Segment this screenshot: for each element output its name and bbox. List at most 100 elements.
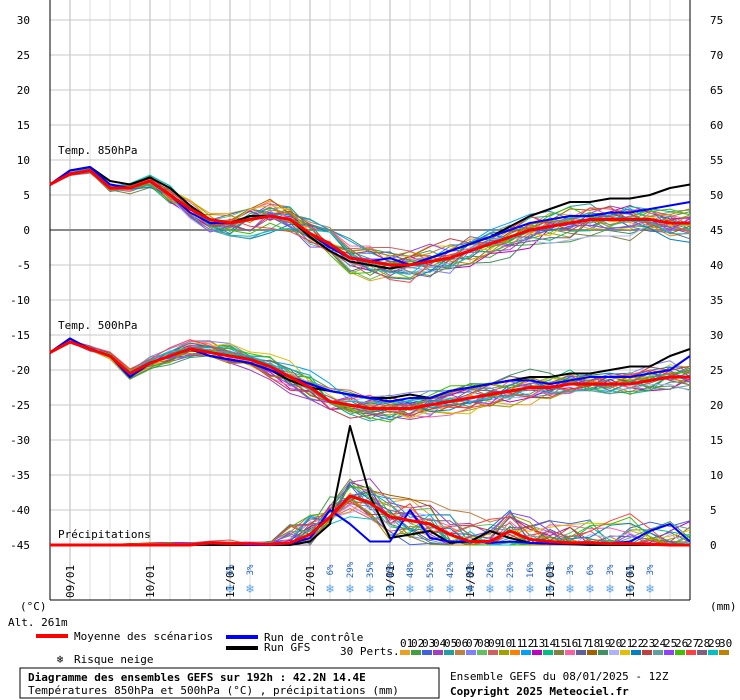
snow-risk-marker: 6% ❄ xyxy=(225,564,236,597)
y-left-tick-label: -25 xyxy=(10,399,30,412)
snowflake-icon: ❄ xyxy=(245,582,254,597)
perturbation-swatch xyxy=(565,650,575,655)
y-right-tick-label: 50 xyxy=(710,189,723,202)
y-right-tick-label: 20 xyxy=(710,399,723,412)
snow-risk-pct: 23% xyxy=(506,561,516,578)
perturbation-number: 11 xyxy=(510,637,523,650)
perturbation-number: 02 xyxy=(411,637,424,650)
snow-risk-marker: 52% ❄ xyxy=(425,561,436,597)
snowflake-icon: ❄ xyxy=(505,582,514,597)
ensemble-member-t500 xyxy=(49,342,691,404)
snow-risk-pct: 29% xyxy=(346,561,356,578)
perturbation-number: 17 xyxy=(576,637,589,650)
perturbation-swatch xyxy=(554,650,564,655)
perturbation-swatch xyxy=(587,650,597,655)
y-left-tick-label: 10 xyxy=(17,154,30,167)
perturbation-number: 22 xyxy=(631,637,644,650)
y-right-tick-label: 35 xyxy=(710,294,723,307)
snow-risk-pct: 26% xyxy=(486,561,496,578)
perturbation-swatch xyxy=(455,650,465,655)
y-left-tick-label: -35 xyxy=(10,469,30,482)
perturbation-number: 05 xyxy=(444,637,457,650)
perturbation-swatch xyxy=(686,650,696,655)
snow-risk-marker: 45% ❄ xyxy=(385,561,396,597)
perturbation-number: 27 xyxy=(686,637,699,650)
perturbation-swatch xyxy=(488,650,498,655)
x-tick-label: 14/01 xyxy=(464,565,477,598)
snowflake-icon: ❄ xyxy=(385,582,394,597)
legend-label-snow: Risque neige xyxy=(74,653,153,666)
perturbation-swatch xyxy=(532,650,542,655)
legend-label-gfs: Run GFS xyxy=(264,641,310,654)
snow-risk-pct: 3% xyxy=(246,564,256,575)
snowflake-icon: ❄ xyxy=(545,582,554,597)
perturbation-swatch xyxy=(411,650,421,655)
perturbation-swatch xyxy=(422,650,432,655)
y-right-tick-label: 0 xyxy=(710,539,717,552)
series-mean-precip xyxy=(50,494,690,547)
panel-label-t500: Temp. 500hPa xyxy=(58,319,137,332)
perturbation-number: 18 xyxy=(587,637,600,650)
y-left-tick-label: 25 xyxy=(17,49,30,62)
perturbation-swatch xyxy=(400,650,410,655)
snow-risk-marker: 23% ❄ xyxy=(505,561,516,597)
snowflake-icon: ❄ xyxy=(57,653,64,666)
perturbation-number: 06 xyxy=(455,637,468,650)
run-info: Ensemble GEFS du 08/01/2025 - 12Z xyxy=(450,670,669,683)
snow-risk-marker: 48% ❄ xyxy=(405,561,416,597)
perturbation-swatch xyxy=(499,650,509,655)
ensemble-member-t850 xyxy=(49,171,691,275)
perturbation-number: 24 xyxy=(653,637,667,650)
snowflake-icon: ❄ xyxy=(345,582,354,597)
snowflake-icon: ❄ xyxy=(365,582,374,597)
perturbation-number: 21 xyxy=(620,637,633,650)
snow-risk-pct: 3% xyxy=(566,564,576,575)
snow-risk-marker: 6% ❄ xyxy=(325,564,336,597)
y-right-tick-label: 70 xyxy=(710,49,723,62)
perturbation-swatch xyxy=(697,650,707,655)
perturbation-swatch xyxy=(576,650,586,655)
perturbation-swatch xyxy=(609,650,619,655)
y-right-tick-label: 15 xyxy=(710,434,723,447)
perturbation-swatch xyxy=(653,650,663,655)
snowflake-icon: ❄ xyxy=(565,582,574,597)
snow-risk-pct: 42% xyxy=(446,561,456,578)
y-left-tick-label: -10 xyxy=(10,294,30,307)
legend-label-perts: 30 Perts. xyxy=(340,645,400,658)
perturbation-number: 29 xyxy=(708,637,721,650)
snowflake-icon: ❄ xyxy=(525,582,534,597)
snow-risk-marker: 3% ❄ xyxy=(605,564,616,597)
perturbation-swatch xyxy=(521,650,531,655)
x-tick-label: 15/01 xyxy=(544,565,557,598)
y-right-tick-label: 45 xyxy=(710,224,723,237)
snowflake-icon: ❄ xyxy=(445,582,454,597)
snowflake-icon: ❄ xyxy=(405,582,414,597)
legend-label-control: Run de contrôle xyxy=(264,631,363,644)
perturbation-swatch xyxy=(642,650,652,655)
altitude-label: Alt. 261m xyxy=(8,616,68,629)
perturbation-swatch xyxy=(466,650,476,655)
snow-risk-pct: 3% xyxy=(606,564,616,575)
snowflake-icon: ❄ xyxy=(645,582,654,597)
perturbation-swatch xyxy=(675,650,685,655)
snowflake-icon: ❄ xyxy=(625,582,634,597)
y-right-tick-label: 30 xyxy=(710,329,723,342)
series-mean-t500 xyxy=(49,340,690,410)
snow-risk-pct: 39% xyxy=(466,561,476,578)
perturbation-swatch xyxy=(477,650,487,655)
snow-risk-pct: 16% xyxy=(526,561,536,578)
snow-risk-marker: 6% ❄ xyxy=(585,564,596,597)
snow-risk-marker: 29% ❄ xyxy=(345,561,356,597)
perturbation-number: 07 xyxy=(466,637,479,650)
perturbation-swatch xyxy=(708,650,718,655)
y-right-tick-label: 60 xyxy=(710,119,723,132)
snow-risk-pct: 6% xyxy=(586,564,596,575)
chart-title: Diagramme des ensembles GEFS sur 192h : … xyxy=(28,671,366,684)
series-mean-t850 xyxy=(49,169,690,267)
x-tick-label: 13/01 xyxy=(384,565,397,598)
snowflake-icon: ❄ xyxy=(465,582,474,597)
right-unit-label: (mm) xyxy=(710,600,737,613)
y-right-tick-label: 75 xyxy=(710,14,723,27)
perturbation-number: 13 xyxy=(532,637,545,650)
